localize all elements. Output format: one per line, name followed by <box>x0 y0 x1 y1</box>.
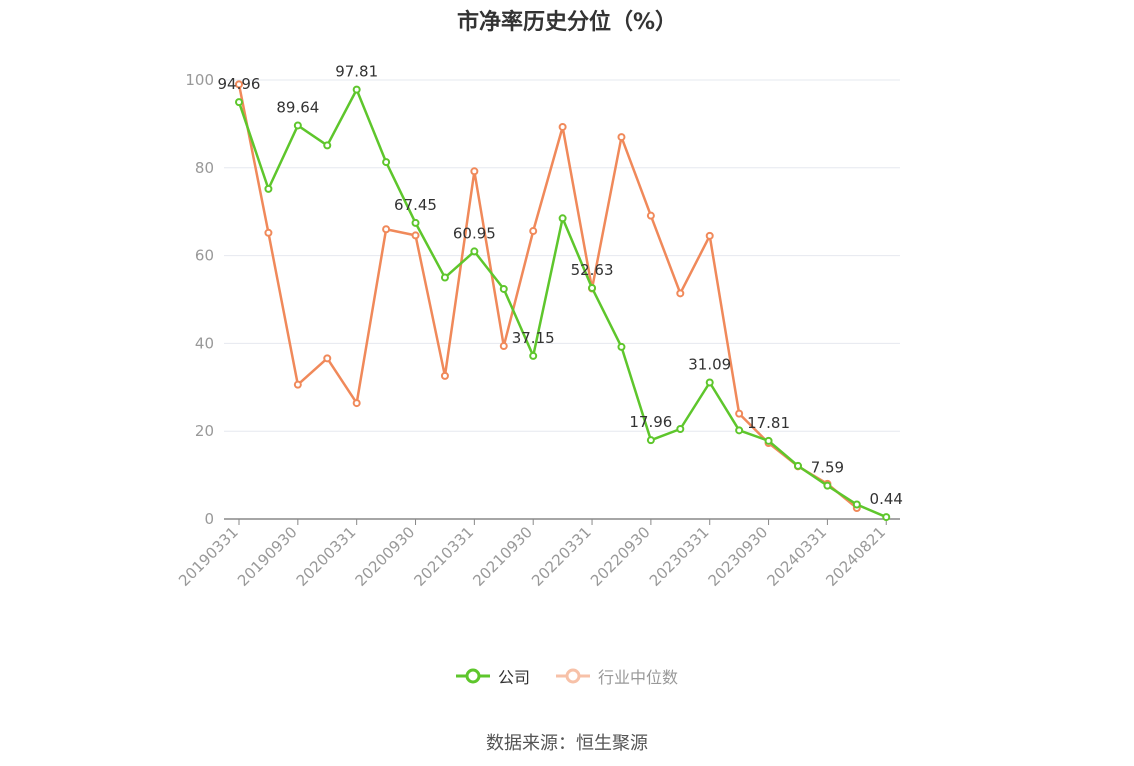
data-label: 17.96 <box>629 413 672 431</box>
data-point[interactable] <box>646 211 655 220</box>
data-point[interactable] <box>293 121 302 130</box>
y-tick-label: 100 <box>185 71 214 89</box>
legend-industry-label: 行业中位数 <box>598 668 679 687</box>
data-point[interactable] <box>499 284 508 293</box>
data-point[interactable] <box>764 436 773 445</box>
data-point[interactable] <box>323 354 332 363</box>
data-label: 0.44 <box>870 490 903 508</box>
data-label: 60.95 <box>453 224 496 242</box>
data-label: 7.59 <box>811 459 844 477</box>
data-point[interactable] <box>499 342 508 351</box>
data-label: 17.81 <box>747 414 790 432</box>
data-label: 89.64 <box>276 98 319 116</box>
data-point[interactable] <box>882 513 891 522</box>
y-tick-label: 80 <box>195 159 214 177</box>
data-labels: 94.96 89.64 97.81 67.45 60.95 37.15 52.63 17.96… <box>218 63 903 508</box>
source-note: 数据来源：恒生聚源 <box>486 733 648 754</box>
data-point[interactable] <box>705 231 714 240</box>
x-tick-label: 20220930 <box>587 523 654 590</box>
x-tick-label: 20200331 <box>293 523 360 590</box>
data-point[interactable] <box>676 289 685 298</box>
legend-company-label: 公司 <box>497 668 530 687</box>
data-point[interactable] <box>676 425 685 434</box>
chart: 0 20 40 60 80 100 2019033120190930202003312020… <box>175 63 903 590</box>
x-tick-label: 20240821 <box>822 523 889 590</box>
grid <box>224 79 900 432</box>
x-tick-label: 20200930 <box>352 523 419 590</box>
data-label: 52.63 <box>571 261 614 279</box>
data-point[interactable] <box>735 409 744 418</box>
legend-company-marker-icon <box>455 668 490 684</box>
legend-industry-marker-icon <box>556 668 590 684</box>
legend-item-industry[interactable]: 行业中位数 <box>556 664 678 688</box>
x-tick-label: 20190331 <box>175 523 242 590</box>
data-point[interactable] <box>470 167 479 176</box>
data-point[interactable] <box>793 461 802 470</box>
y-tick-label: 0 <box>204 510 214 528</box>
data-point[interactable] <box>264 228 273 237</box>
data-point[interactable] <box>382 158 391 167</box>
data-point[interactable] <box>352 399 361 408</box>
y-tick-label: 20 <box>195 422 214 440</box>
data-point[interactable] <box>293 380 302 389</box>
x-tick-label: 20190930 <box>234 523 301 590</box>
data-point[interactable] <box>735 426 744 435</box>
data-label: 94.96 <box>218 75 261 93</box>
legend-item-company[interactable]: 公司 <box>455 664 530 688</box>
data-point[interactable] <box>440 371 449 380</box>
data-point[interactable] <box>558 214 567 223</box>
data-point[interactable] <box>558 122 567 131</box>
data-point[interactable] <box>588 283 597 292</box>
x-tick-label: 20220331 <box>528 523 595 590</box>
series-line-company <box>237 88 887 519</box>
data-point[interactable] <box>264 184 273 193</box>
data-point[interactable] <box>235 80 243 89</box>
y-tick-label: 40 <box>195 334 214 352</box>
x-tick-label: 20210930 <box>469 523 536 590</box>
data-point[interactable] <box>411 218 420 227</box>
data-point[interactable] <box>646 436 655 445</box>
data-point[interactable] <box>617 133 626 142</box>
series-line-industry <box>237 84 858 509</box>
data-label: 31.09 <box>688 356 731 374</box>
data-point[interactable] <box>529 227 538 236</box>
data-point[interactable] <box>235 98 243 107</box>
data-point[interactable] <box>382 225 391 234</box>
data-point[interactable] <box>852 500 861 509</box>
data-point[interactable] <box>323 141 332 150</box>
y-tick-label: 60 <box>195 247 214 265</box>
data-point[interactable] <box>705 378 714 387</box>
data-point[interactable] <box>470 247 479 256</box>
x-tick-label: 20230331 <box>646 523 713 590</box>
data-point[interactable] <box>411 231 420 240</box>
x-tick-label: 20230930 <box>705 523 772 590</box>
chart-title: 市净率历史分位（%） <box>456 10 678 35</box>
data-point[interactable] <box>440 273 449 282</box>
x-tick-label: 20210331 <box>410 523 477 590</box>
data-label: 97.81 <box>335 63 378 81</box>
data-label: 37.15 <box>512 329 555 347</box>
data-point[interactable] <box>617 342 626 351</box>
x-tick-label: 20240331 <box>764 523 831 590</box>
series <box>235 80 891 522</box>
data-point[interactable] <box>529 351 538 360</box>
legend: 公司 行业中位数 <box>0 664 1134 688</box>
data-point[interactable] <box>823 481 832 490</box>
data-label: 67.45 <box>394 196 437 214</box>
data-point[interactable] <box>352 85 361 94</box>
